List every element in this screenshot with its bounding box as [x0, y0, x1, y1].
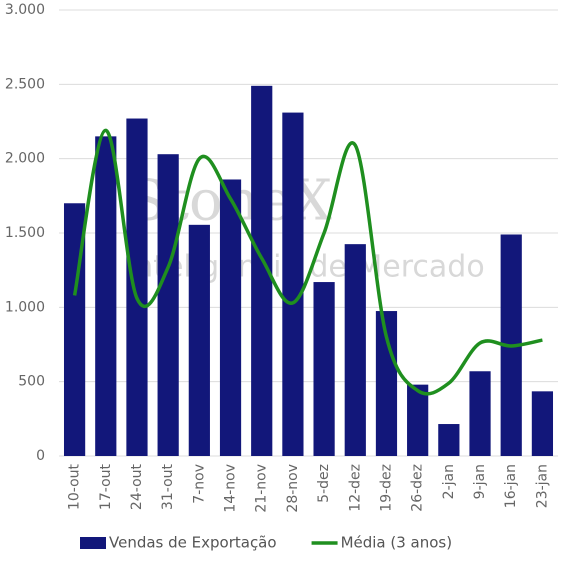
- x-tick-label: 19-dez: [378, 464, 394, 512]
- y-tick-label: 0: [36, 448, 45, 464]
- y-tick-label: 500: [18, 374, 45, 390]
- bar: [469, 371, 491, 456]
- legend-label: Vendas de Exportação: [109, 534, 277, 552]
- bar: [438, 424, 460, 456]
- y-tick-label: 2.000: [5, 151, 45, 167]
- x-tick-label: 10-out: [67, 463, 83, 510]
- bar: [344, 244, 366, 456]
- bar: [282, 112, 304, 456]
- bar: [188, 224, 210, 456]
- watermark: Inteligência de Mercado: [125, 250, 484, 285]
- y-tick-label: 2.500: [5, 76, 45, 92]
- line: [72, 128, 543, 396]
- x-tick-label: 21-nov: [254, 464, 270, 513]
- y-tick-label: 1.000: [5, 299, 45, 315]
- x-tick-label: 17-out: [98, 463, 114, 510]
- bar: [251, 85, 273, 456]
- bar: [157, 154, 179, 456]
- y-tick-label: 1.500: [5, 225, 45, 241]
- x-tick-label: 7-nov: [191, 464, 207, 504]
- bar: [407, 384, 429, 456]
- x-tick-label: 24-out: [129, 463, 145, 510]
- x-tick-label: 26-dez: [410, 464, 426, 512]
- bar: [313, 282, 335, 456]
- x-tick-label: 9-jan: [472, 464, 488, 499]
- bar: [95, 136, 117, 456]
- bar: [375, 311, 398, 456]
- bar: [126, 118, 148, 456]
- bar: [219, 179, 242, 457]
- x-tick-label: 23-jan: [534, 464, 550, 508]
- bar: [531, 391, 554, 456]
- x-tick-label: 14-nov: [223, 464, 239, 513]
- x-tick-label: 12-dez: [347, 464, 363, 512]
- legend-swatch: [80, 537, 106, 549]
- legend-label: Média (3 anos): [341, 534, 453, 552]
- y-tick-label: 3.000: [5, 2, 45, 18]
- x-tick-label: 31-out: [160, 463, 176, 510]
- x-tick-label: 2-jan: [441, 464, 457, 499]
- x-tick-label: 28-nov: [285, 464, 301, 513]
- x-tick-label: 16-jan: [503, 464, 519, 508]
- x-tick-label: 5-dez: [316, 464, 332, 503]
